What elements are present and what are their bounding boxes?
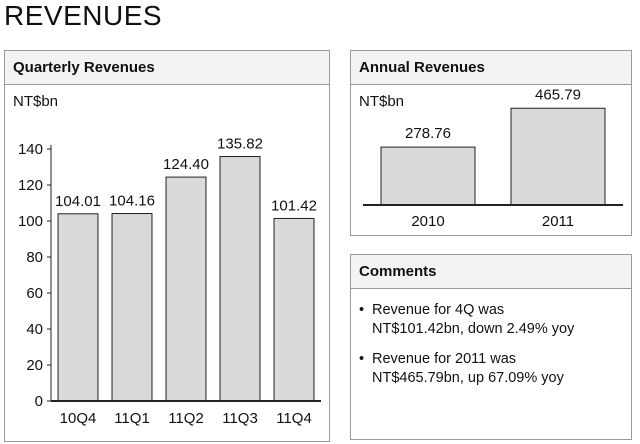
bar (111, 213, 153, 402)
quarterly-panel-header: Quarterly Revenues (5, 51, 329, 85)
y-tick-label: 20 (26, 357, 43, 374)
data-label: 124.40 (163, 156, 209, 173)
data-label: 278.76 (405, 125, 451, 142)
comments-list: • Revenue for 4Q was NT$101.42bn, down 2… (359, 301, 621, 399)
quarterly-revenues-chart: 0 20 40 60 80 100 120 140 104.01 10Q4 104.16 11Q1 12… (18, 136, 321, 427)
y-tick-label: 80 (26, 249, 43, 266)
bullet-icon: • (359, 351, 365, 367)
comment-line: NT$101.42bn, down 2.49% yoy (372, 321, 575, 337)
y-tick-label: 0 (35, 393, 43, 410)
page-title: REVENUES (4, 0, 163, 31)
annual-unit-label: NT$bn (359, 93, 405, 110)
data-label: 465.79 (535, 86, 581, 103)
x-tick-label: 11Q4 (276, 410, 312, 427)
quarterly-panel-title: Quarterly Revenues (13, 59, 155, 76)
x-tick-label: 2010 (411, 213, 444, 230)
quarterly-revenues-panel: Quarterly Revenues NT$bn 0 20 40 60 80 100 120… (4, 50, 330, 442)
bar (510, 107, 606, 206)
bar (165, 176, 207, 402)
y-tick-label: 100 (18, 213, 43, 230)
data-label: 135.82 (217, 136, 263, 153)
comment-line: NT$465.79bn, up 67.09% yoy (372, 370, 564, 386)
bullet-icon: • (359, 302, 365, 318)
annual-panel-title: Annual Revenues (359, 59, 485, 76)
comments-panel-title: Comments (359, 263, 437, 280)
bar (57, 213, 99, 402)
data-label: 101.42 (271, 197, 317, 214)
data-label: 104.16 (109, 193, 155, 210)
annual-revenues-chart: 278.76 2010 465.79 2011 (363, 86, 623, 230)
comment-item: • Revenue for 4Q was NT$101.42bn, down 2… (359, 301, 621, 339)
comment-line: Revenue for 2011 was (372, 351, 517, 367)
comments-panel: Comments • Revenue for 4Q was NT$101.42b… (350, 254, 632, 440)
x-tick-label: 10Q4 (60, 410, 97, 427)
data-label: 104.01 (55, 193, 101, 210)
y-tick-label: 60 (26, 285, 43, 302)
x-tick-label: 11Q3 (222, 410, 258, 427)
annual-panel-header: Annual Revenues (351, 51, 631, 85)
x-tick-label: 2011 (542, 213, 574, 230)
comments-panel-header: Comments (351, 255, 631, 289)
quarterly-unit-label: NT$bn (13, 93, 59, 110)
annual-revenues-panel: Annual Revenues NT$bn 278.76 2010 465.79 20… (350, 50, 632, 236)
y-tick-label: 120 (18, 177, 43, 194)
y-tick-label: 40 (26, 321, 43, 338)
comment-item: • Revenue for 2011 was NT$465.79bn, up 6… (359, 350, 621, 388)
x-tick-label: 11Q2 (168, 410, 204, 427)
bar (219, 156, 261, 402)
y-tick-label: 140 (18, 141, 43, 158)
x-tick-label: 11Q1 (114, 410, 150, 427)
bar (380, 146, 476, 206)
comment-line: Revenue for 4Q was (372, 302, 505, 318)
bar (273, 217, 315, 402)
